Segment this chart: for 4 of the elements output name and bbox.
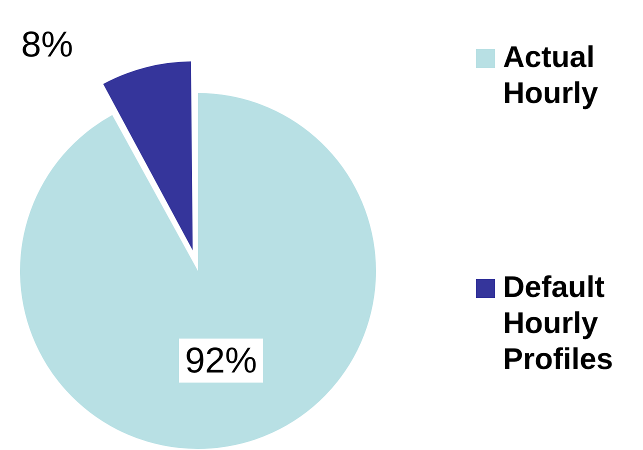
legend-label: Default Hourly Profiles xyxy=(503,270,614,378)
legend-label: Actual Hourly xyxy=(503,40,600,112)
data-label: 92% xyxy=(184,340,258,381)
data-label: 8% xyxy=(21,24,74,65)
